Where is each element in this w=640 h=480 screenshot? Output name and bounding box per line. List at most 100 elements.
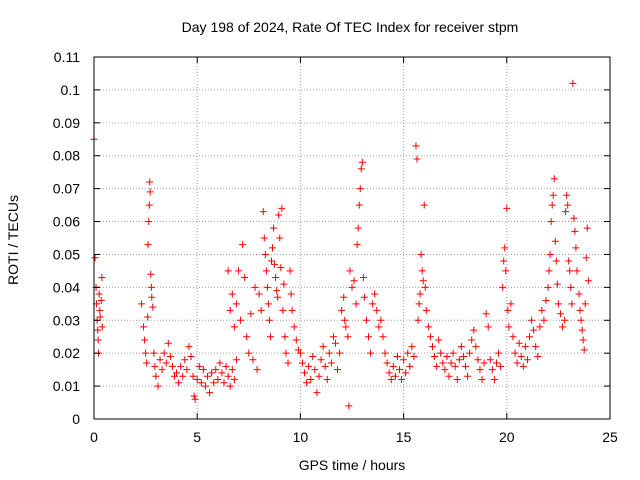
data-point: [269, 244, 277, 252]
data-point: [329, 333, 337, 341]
data-point: [521, 343, 529, 351]
data-point: [154, 382, 162, 390]
data-point: [497, 362, 505, 370]
data-point: [149, 303, 157, 311]
data-point: [447, 359, 455, 367]
data-point: [542, 297, 550, 305]
data-point: [495, 349, 503, 357]
data-point: [175, 379, 183, 387]
x-tick-label: 15: [396, 429, 412, 445]
data-point: [164, 339, 172, 347]
data-point: [357, 165, 365, 173]
data-point: [255, 290, 263, 298]
data-points: [90, 79, 592, 410]
data-point: [243, 333, 251, 341]
data-point: [462, 362, 470, 370]
data-point: [212, 366, 220, 374]
y-tick-label: 0.1: [61, 82, 81, 98]
data-point: [480, 359, 488, 367]
data-point: [381, 349, 389, 357]
data-point: [237, 316, 245, 324]
x-tick-label: 5: [193, 429, 201, 445]
data-point: [548, 201, 556, 209]
data-point: [421, 283, 429, 291]
data-point: [412, 142, 420, 150]
data-point: [576, 306, 584, 314]
data-point: [562, 208, 570, 216]
data-point: [142, 349, 150, 357]
data-point: [166, 352, 174, 360]
data-point: [340, 293, 348, 301]
data-point: [417, 250, 425, 258]
data-point: [137, 300, 145, 308]
data-point: [488, 366, 496, 374]
data-point: [265, 316, 273, 324]
data-point: [523, 356, 531, 364]
data-point: [206, 389, 214, 397]
data-point: [484, 323, 492, 331]
data-point: [224, 372, 232, 380]
data-point: [395, 366, 403, 374]
data-point: [513, 359, 521, 367]
data-point: [563, 191, 571, 199]
data-point: [568, 300, 576, 308]
y-axis-ticks: 0 0.01 0.02 0.03 0.04 0.05 0.06 0.07 0.08 0.09 0.1…: [53, 49, 610, 427]
data-point: [280, 280, 288, 288]
data-point: [569, 79, 577, 87]
data-point: [272, 273, 280, 281]
data-point: [309, 352, 317, 360]
data-point: [424, 323, 432, 331]
data-point: [190, 392, 198, 400]
data-point: [519, 362, 527, 370]
y-tick-label: 0.07: [53, 181, 80, 197]
data-point: [261, 250, 269, 258]
data-point: [544, 283, 552, 291]
data-point: [457, 343, 465, 351]
data-point: [193, 376, 201, 384]
data-point: [214, 376, 222, 384]
data-point: [556, 310, 564, 318]
data-point: [474, 356, 482, 364]
data-point: [354, 224, 362, 232]
data-point: [230, 323, 238, 331]
data-point: [476, 366, 484, 374]
data-point: [147, 283, 155, 291]
data-point: [365, 333, 373, 341]
data-point: [228, 366, 236, 374]
data-point: [387, 376, 395, 384]
data-point: [359, 273, 367, 281]
data-point: [350, 277, 358, 285]
data-point: [500, 257, 508, 265]
data-point: [226, 306, 234, 314]
data-point: [470, 326, 478, 334]
data-point: [152, 372, 160, 380]
data-point: [185, 343, 193, 351]
data-point: [91, 254, 99, 262]
data-point: [98, 323, 106, 331]
data-point: [575, 290, 583, 298]
data-point: [160, 349, 168, 357]
data-point: [511, 349, 519, 357]
data-point: [141, 336, 149, 344]
data-point: [327, 359, 335, 367]
data-point: [177, 362, 185, 370]
data-point: [546, 250, 554, 258]
data-point: [530, 326, 538, 334]
data-point: [415, 300, 423, 308]
y-tick-label: 0.03: [53, 312, 80, 328]
data-point: [278, 204, 286, 212]
data-point: [547, 218, 555, 226]
data-point: [144, 313, 152, 321]
data-point: [579, 336, 587, 344]
data-point: [352, 300, 360, 308]
data-point: [416, 290, 424, 298]
data-point: [95, 290, 103, 298]
data-point: [290, 323, 298, 331]
data-point: [369, 300, 377, 308]
data-point: [247, 310, 255, 318]
data-point: [550, 175, 558, 183]
data-point: [443, 352, 451, 360]
data-point: [146, 178, 154, 186]
data-point: [344, 333, 352, 341]
data-point: [418, 267, 426, 275]
